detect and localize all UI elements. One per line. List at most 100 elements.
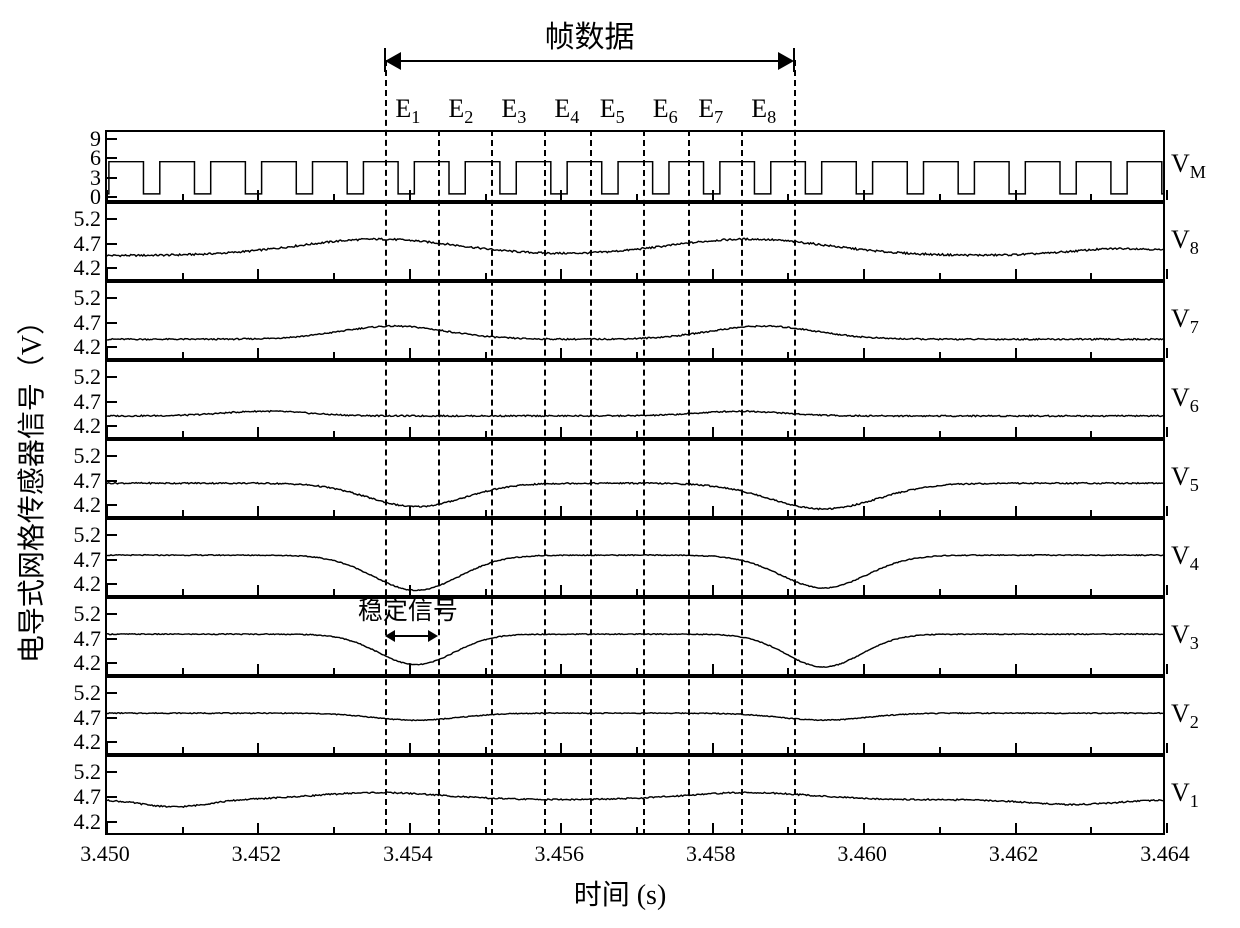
ytick-label: 4.2 — [74, 255, 102, 281]
xtick-label: 3.464 — [1140, 841, 1190, 867]
panel-V4: 4.24.75.2V4 — [105, 518, 1165, 597]
xtick — [1166, 348, 1168, 358]
xtick — [1166, 506, 1168, 516]
frame-vline — [643, 130, 645, 835]
panel-V7: 4.24.75.2V7 — [105, 281, 1165, 360]
xtick-label: 3.450 — [80, 841, 130, 867]
panel-V3: 4.24.75.2V3 — [105, 597, 1165, 676]
ytick-label: 4.7 — [74, 784, 102, 810]
panel-right-label: VM — [1171, 149, 1206, 183]
xtick — [1166, 743, 1168, 753]
ytick-label: 4.2 — [74, 729, 102, 755]
signal-V4 — [107, 520, 1163, 595]
panel-right-label: V5 — [1171, 461, 1199, 495]
electrode-label: E1 — [395, 94, 420, 128]
signal-V1 — [107, 757, 1163, 833]
frame-end-tick — [384, 48, 386, 72]
stable-signal-arrow — [390, 635, 433, 637]
stable-arrow-left — [385, 630, 395, 642]
figure-container: 帧数据 电导式网格传感器信号（V） 时间 (s) 0369VM4.24.75.2… — [0, 0, 1240, 928]
ytick-label: 4.7 — [74, 468, 102, 494]
ytick-label: 4.2 — [74, 492, 102, 518]
ytick-label: 5.2 — [74, 680, 102, 706]
frame-vline — [741, 130, 743, 835]
ytick-label: 5.2 — [74, 759, 102, 785]
electrode-label: E8 — [751, 94, 776, 128]
plot-area: 0369VM4.24.75.2V84.24.75.2V74.24.75.2V64… — [105, 130, 1165, 835]
electrode-label: E5 — [600, 94, 625, 128]
ytick-label: 5.2 — [74, 206, 102, 232]
frame-title: 帧数据 — [545, 12, 635, 56]
xtick — [1166, 269, 1168, 279]
frame-vline — [438, 130, 440, 835]
electrode-label: E3 — [501, 94, 526, 128]
xtick-label: 3.462 — [989, 841, 1039, 867]
xtick-label: 3.458 — [686, 841, 736, 867]
frame-end-tick — [793, 48, 795, 72]
stable-signal-label: 稳定信号 — [358, 591, 458, 627]
panel-VM: 0369VM — [105, 130, 1165, 202]
panel-V8: 4.24.75.2V8 — [105, 202, 1165, 281]
y-axis-label: 电导式网格传感器信号（V） — [10, 307, 50, 663]
ytick-label: 4.2 — [74, 650, 102, 676]
signal-V8 — [107, 204, 1163, 279]
signal-VM — [107, 132, 1163, 200]
panel-V2: 4.24.75.2V2 — [105, 676, 1165, 755]
panel-right-label: V6 — [1171, 382, 1199, 416]
electrode-label: E7 — [698, 94, 723, 128]
panel-right-label: V3 — [1171, 619, 1199, 653]
frame-vline — [688, 130, 690, 835]
stable-arrow-right — [428, 630, 438, 642]
electrode-label: E2 — [448, 94, 473, 128]
signal-V7 — [107, 283, 1163, 358]
frame-vline — [544, 130, 546, 835]
ytick-label: 4.7 — [74, 231, 102, 257]
xtick — [1166, 823, 1168, 833]
frame-span-arrow — [391, 60, 788, 62]
xtick-label: 3.452 — [232, 841, 282, 867]
frame-vline — [794, 60, 796, 835]
signal-V6 — [107, 362, 1163, 437]
ytick-label: 5.2 — [74, 364, 102, 390]
frame-vline — [491, 130, 493, 835]
xtick-label: 3.456 — [535, 841, 585, 867]
panel-right-label: V8 — [1171, 224, 1199, 258]
ytick-label: 4.7 — [74, 310, 102, 336]
ytick-label: 5.2 — [74, 522, 102, 548]
ytick-label: 9 — [90, 126, 101, 152]
ytick-label: 5.2 — [74, 443, 102, 469]
xtick — [1166, 585, 1168, 595]
signal-V5 — [107, 441, 1163, 516]
ytick-label: 4.2 — [74, 571, 102, 597]
xtick-label: 3.460 — [837, 841, 887, 867]
ytick-label: 4.2 — [74, 413, 102, 439]
frame-vline — [385, 60, 387, 835]
ytick-label: 4.7 — [74, 626, 102, 652]
panel-V5: 4.24.75.2V5 — [105, 439, 1165, 518]
arrow-left — [385, 52, 401, 70]
xtick-label: 3.454 — [383, 841, 433, 867]
ytick-label: 4.7 — [74, 547, 102, 573]
panel-right-label: V4 — [1171, 540, 1199, 574]
arrow-right — [778, 52, 794, 70]
electrode-label: E6 — [653, 94, 678, 128]
ytick-label: 4.7 — [74, 389, 102, 415]
xtick — [1166, 664, 1168, 674]
panel-V1: 4.24.75.2V1 — [105, 755, 1165, 835]
panel-right-label: V2 — [1171, 698, 1199, 732]
x-axis-label: 时间 (s) — [574, 873, 667, 913]
signal-V3 — [107, 599, 1163, 674]
frame-vline — [590, 130, 592, 835]
ytick-label: 4.7 — [74, 705, 102, 731]
ytick-label: 5.2 — [74, 285, 102, 311]
xtick — [1166, 190, 1168, 200]
ytick-label: 4.2 — [74, 334, 102, 360]
signal-V2 — [107, 678, 1163, 753]
panel-right-label: V7 — [1171, 303, 1199, 337]
electrode-label: E4 — [554, 94, 579, 128]
xtick — [1166, 427, 1168, 437]
ytick-label: 5.2 — [74, 601, 102, 627]
ytick-label: 4.2 — [74, 809, 102, 835]
panel-right-label: V1 — [1171, 778, 1199, 812]
panel-V6: 4.24.75.2V6 — [105, 360, 1165, 439]
